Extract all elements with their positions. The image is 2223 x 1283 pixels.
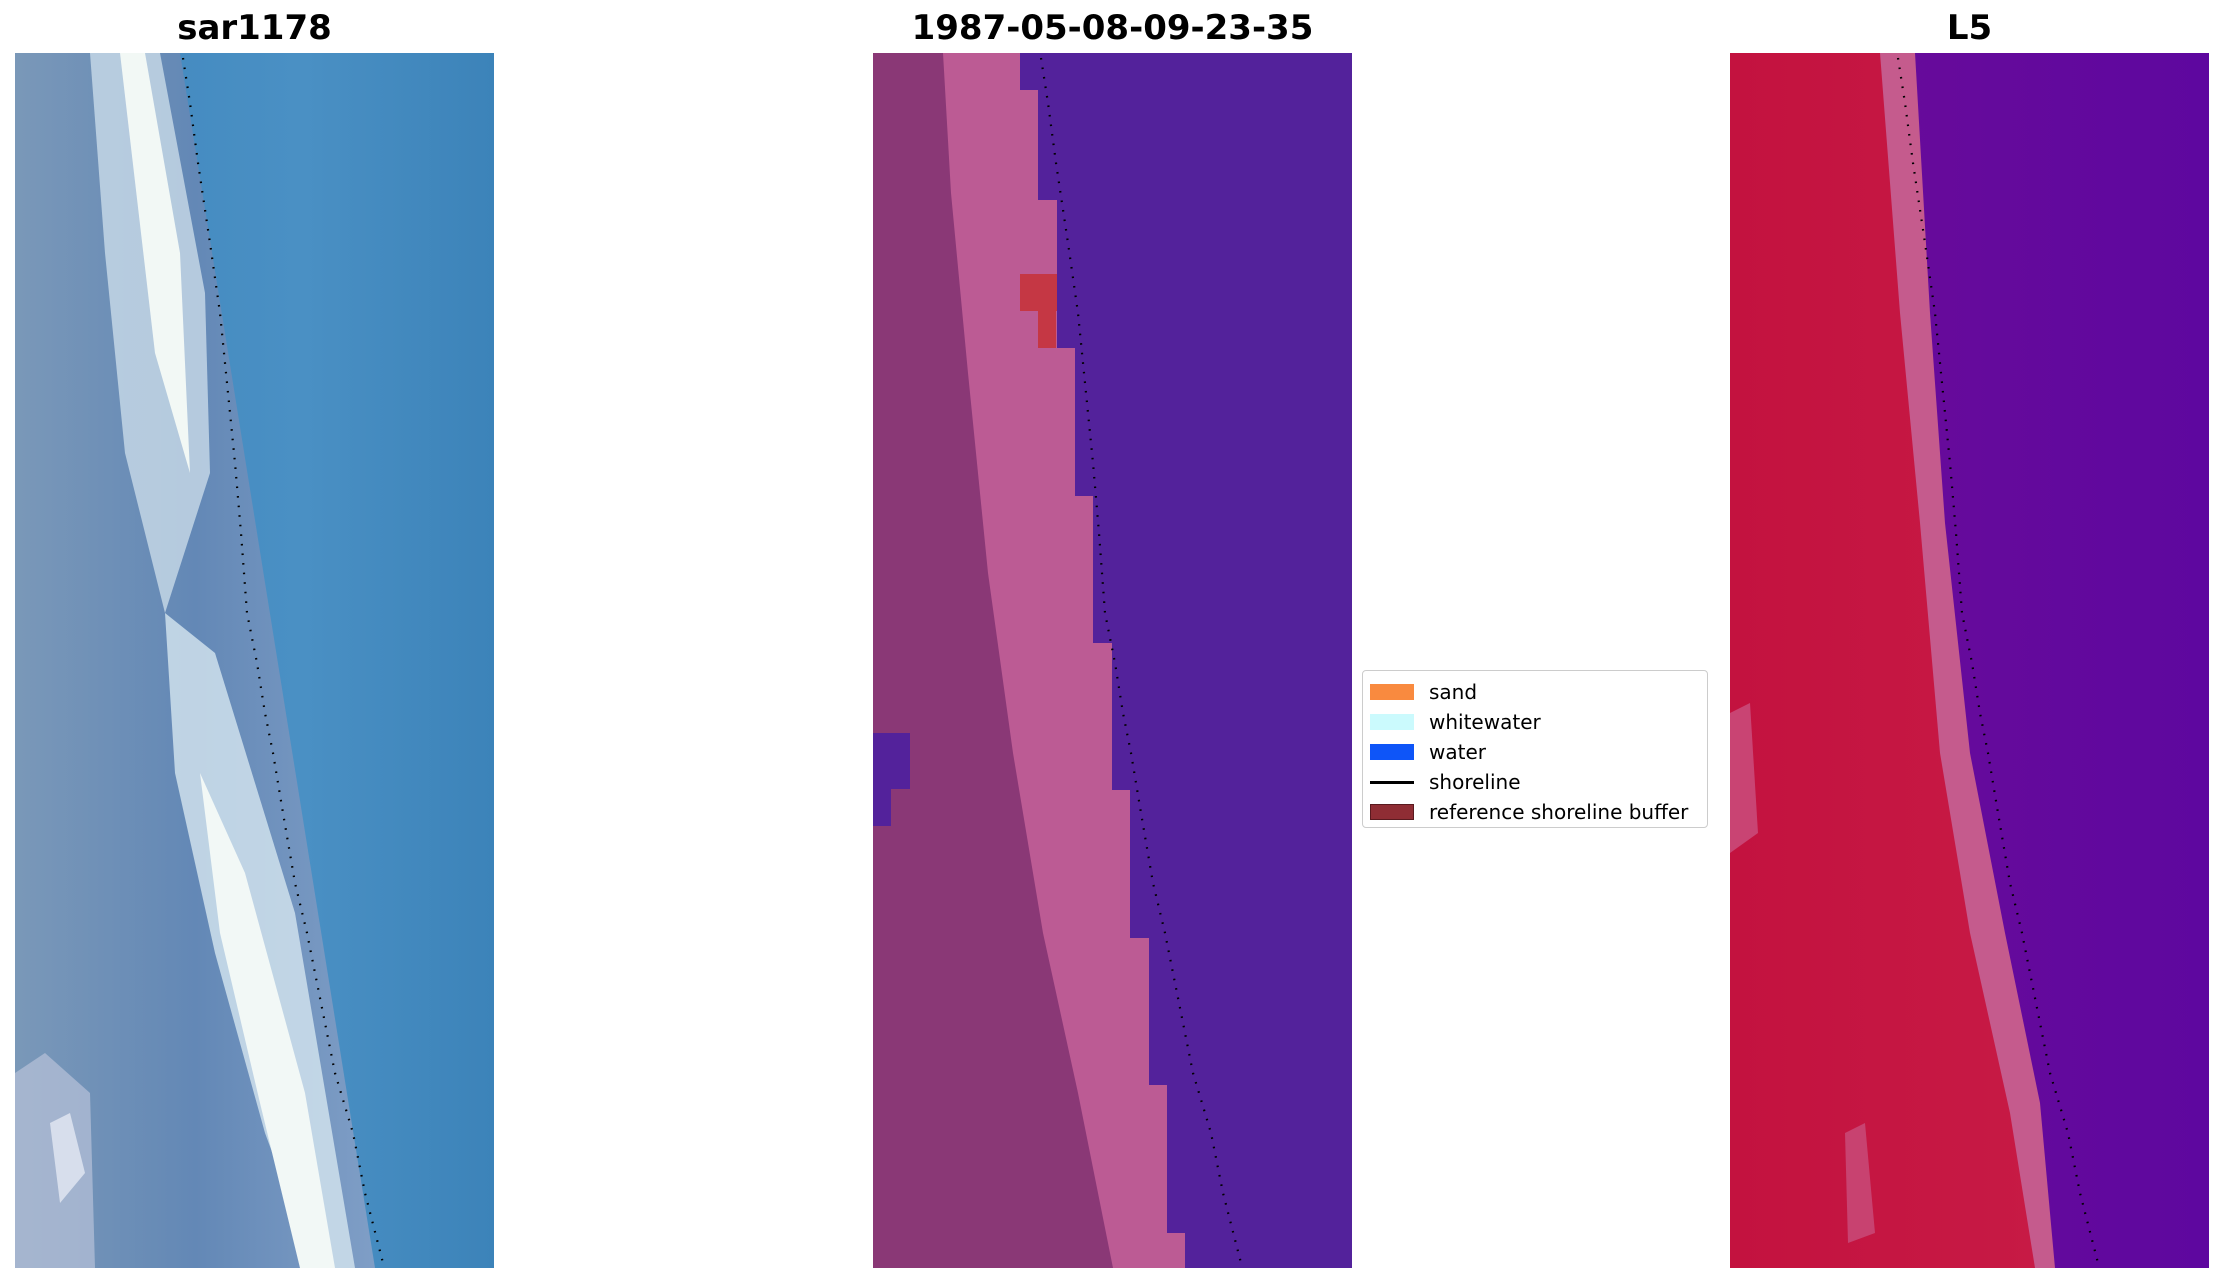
rgb-lower-whitewater <box>200 773 335 1268</box>
class-water-pocket-lower <box>873 789 891 826</box>
legend-swatch-water <box>1370 744 1414 760</box>
panel-title-classification: 1987-05-08-09-23-35 <box>911 8 1314 48</box>
legend-line-shoreline <box>1370 780 1414 784</box>
index-image <box>1730 53 2209 1268</box>
legend: sand whitewater water shoreline referenc… <box>1362 670 1708 828</box>
rgb-bright-patch <box>50 1113 85 1203</box>
legend-label-whitewater: whitewater <box>1429 710 1541 734</box>
class-swash-band <box>943 53 1185 1268</box>
legend-item-sand: sand <box>1370 677 1707 707</box>
class-buffer-block-lower <box>1038 311 1056 348</box>
legend-swatch-buffer <box>1370 804 1414 820</box>
legend-item-water: water <box>1370 737 1707 767</box>
legend-item-buffer: reference shoreline buffer <box>1370 797 1707 827</box>
index-lower-patch <box>1845 1123 1875 1243</box>
legend-item-whitewater: whitewater <box>1370 707 1707 737</box>
panel-title-rgb: sar1178 <box>177 8 332 48</box>
classification-image-panel <box>873 53 1352 1268</box>
class-buffer-block <box>1020 274 1057 311</box>
panel-title-index: L5 <box>1946 8 1993 48</box>
index-land-area <box>1730 53 2040 1268</box>
class-water-pocket <box>873 733 910 789</box>
legend-label-shoreline: shoreline <box>1429 770 1521 794</box>
legend-item-shoreline: shoreline <box>1370 767 1707 797</box>
classification-image <box>873 53 1352 1268</box>
legend-label-sand: sand <box>1429 680 1478 704</box>
index-image-panel <box>1730 53 2209 1268</box>
rgb-upper-swash <box>90 53 210 613</box>
legend-swatch-whitewater <box>1370 714 1414 730</box>
rgb-image <box>15 53 494 1268</box>
legend-label-buffer: reference shoreline buffer <box>1429 800 1689 824</box>
legend-label-water: water <box>1429 740 1486 764</box>
index-swash-band <box>1880 53 2055 1268</box>
rgb-image-panel <box>15 53 494 1268</box>
rgb-upper-whitewater <box>120 53 190 473</box>
index-left-patch <box>1730 703 1758 853</box>
legend-swatch-sand <box>1370 684 1414 700</box>
